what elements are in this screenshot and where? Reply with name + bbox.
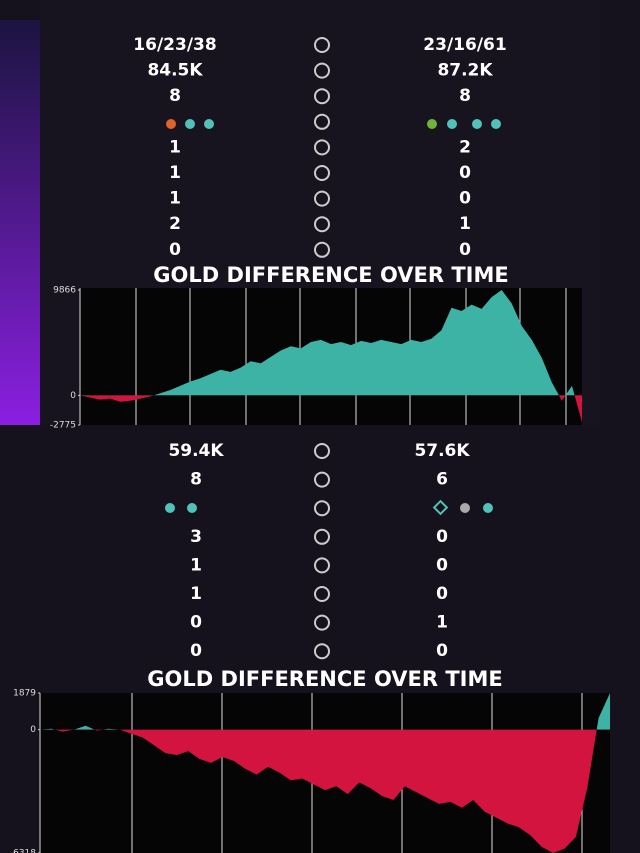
- stat-icon: [314, 190, 330, 207]
- right-stat: 8: [459, 86, 471, 106]
- left-stat: 8: [169, 86, 181, 106]
- stat-icon: [314, 241, 330, 258]
- left-stat: 1: [190, 555, 202, 575]
- left-stat: 0: [190, 613, 202, 633]
- right-stat: 0: [436, 641, 448, 661]
- left-stat: 0: [190, 641, 202, 661]
- y-tick-label: 0: [30, 725, 36, 735]
- area-negative: [40, 729, 610, 853]
- left-stat: 2: [169, 214, 181, 234]
- left-stat: 59.4K: [168, 441, 224, 461]
- stat-icon: [314, 471, 330, 488]
- left-stat: 3: [190, 527, 202, 547]
- left-stat: 84.5K: [147, 61, 203, 81]
- stat-icon: [314, 37, 330, 53]
- stat-icon: [314, 113, 330, 130]
- right-stat: 0: [459, 189, 471, 209]
- stat-icon: [314, 62, 330, 79]
- stat-icon: [314, 586, 330, 602]
- stat-icon: [314, 528, 330, 545]
- stat-icon: [314, 557, 330, 574]
- right-stat: 0: [459, 240, 471, 260]
- right-stat: 57.6K: [414, 441, 470, 461]
- stat-icon: [314, 443, 330, 459]
- y-tick-label: 1879: [13, 689, 36, 699]
- stat-icon: [314, 500, 330, 517]
- area-negative: [80, 395, 582, 423]
- area-positive: [80, 290, 582, 396]
- stat-icon: [314, 216, 330, 233]
- right-stat: 6: [436, 470, 448, 490]
- y-tick-label: 9866: [53, 286, 76, 296]
- y-tick-label: -6318: [10, 849, 36, 853]
- left-stat: 1: [190, 584, 202, 604]
- right-stat: 2: [459, 137, 471, 157]
- left-stat: 8: [190, 470, 202, 490]
- chart-title: GOLD DIFFERENCE OVER TIME: [153, 263, 508, 287]
- stat-icon: [314, 614, 330, 631]
- y-tick-label: 0: [70, 391, 76, 401]
- chart-title: GOLD DIFFERENCE OVER TIME: [147, 667, 502, 691]
- left-stat: 16/23/38: [133, 35, 216, 55]
- right-stat: 0: [436, 584, 448, 604]
- stat-icon: [314, 88, 330, 105]
- y-tick-label: -2775: [50, 421, 76, 431]
- right-stat: 0: [436, 527, 448, 547]
- left-stat: 1: [169, 163, 181, 183]
- right-stat: 23/16/61: [423, 35, 506, 55]
- left-stat: 1: [169, 137, 181, 157]
- stat-icon: [314, 643, 330, 660]
- stat-icon: [314, 165, 330, 181]
- left-stat: 1: [169, 189, 181, 209]
- right-stat: 87.2K: [437, 61, 493, 81]
- dragon-icons: [165, 119, 501, 516]
- right-stat: 0: [436, 555, 448, 575]
- side-glow: [0, 20, 40, 425]
- left-stat: 0: [169, 240, 181, 260]
- right-stat: 1: [459, 214, 471, 234]
- stat-icon: [314, 139, 330, 156]
- right-stat: 1: [436, 613, 448, 633]
- right-stat: 0: [459, 163, 471, 183]
